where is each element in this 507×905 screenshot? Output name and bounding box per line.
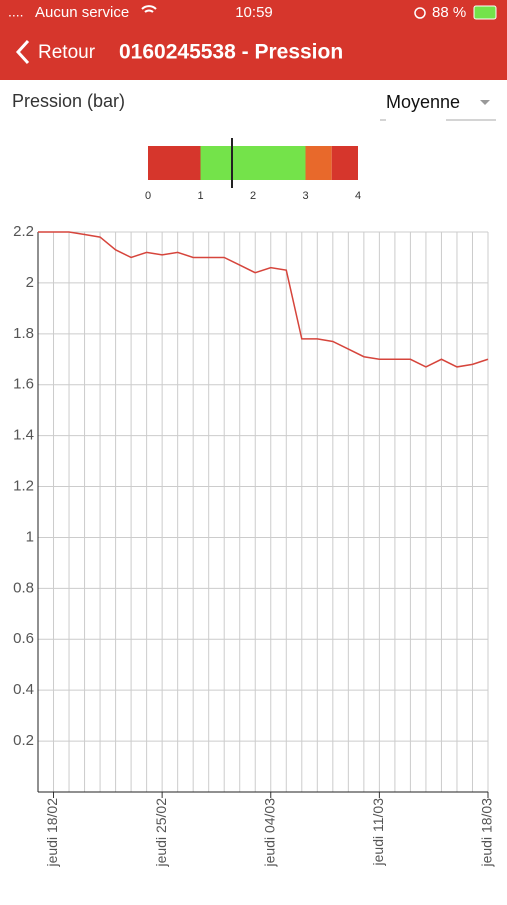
gauge-segment (148, 146, 201, 180)
gauge-segment (331, 146, 358, 180)
x-tick-label: jeudi 25/02 (153, 798, 169, 868)
time: 10:59 (235, 4, 273, 21)
y-tick-label: 2.2 (13, 223, 34, 240)
y-tick-label: 1 (26, 528, 34, 545)
signal: .... (8, 4, 24, 20)
gauge-tick-label: 4 (355, 190, 361, 202)
x-tick-label: jeudi 11/03 (370, 798, 386, 867)
page-title: 0160245538 - Pression (119, 41, 343, 64)
dropdown[interactable]: Moyenne (386, 92, 460, 112)
gauge-tick-label: 3 (302, 190, 308, 202)
battery-level: 88 % (432, 4, 466, 21)
y-tick-label: 1.4 (13, 427, 34, 444)
x-tick-label: jeudi 04/03 (261, 798, 277, 868)
battery-icon (473, 5, 497, 20)
y-tick-label: 0.8 (13, 579, 34, 596)
y-tick-label: 1.8 (13, 325, 34, 342)
header-bg (0, 0, 507, 80)
gauge-tick-label: 2 (250, 190, 256, 202)
data-line (38, 231, 489, 368)
gauge-segment (200, 146, 306, 180)
x-tick-label: jeudi 18/03 (479, 798, 495, 868)
x-tick-label: jeudi 18/02 (44, 798, 60, 868)
back-arrow[interactable] (15, 39, 30, 65)
gauge-tick-label: 1 (197, 190, 203, 202)
y-tick-label: 1.6 (13, 376, 34, 393)
lock-icon (414, 7, 426, 19)
y-tick-label: 0.6 (13, 630, 34, 647)
measure-label: Pression (bar) (12, 91, 125, 111)
y-tick-label: 1.2 (13, 478, 34, 495)
gauge-tick-label: 0 (145, 190, 151, 202)
carrier: Aucun service (35, 4, 129, 21)
gauge-segment (305, 146, 332, 180)
back-button[interactable]: Retour (38, 42, 96, 63)
wifi-icon (141, 5, 157, 13)
dropdown-arrow[interactable] (480, 100, 490, 105)
y-tick-label: 0.4 (13, 681, 34, 698)
y-tick-label: 0.2 (13, 732, 34, 749)
y-tick-label: 2 (26, 274, 34, 291)
